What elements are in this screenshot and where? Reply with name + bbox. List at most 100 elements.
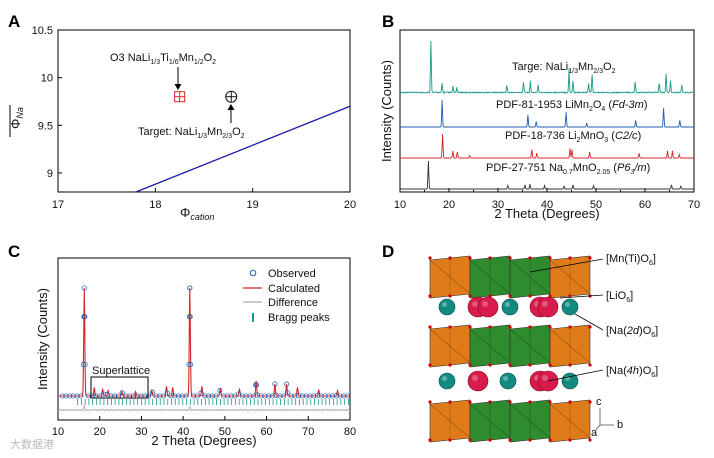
sodium-atom xyxy=(438,372,456,390)
chart-c-observed-point xyxy=(254,382,260,388)
chart-c-legend: Observed Calculated Difference Bragg pea… xyxy=(243,268,330,324)
chart-a-trend-line xyxy=(135,105,351,193)
oxygen-atom xyxy=(588,400,592,404)
chart-c-observed-point xyxy=(243,393,249,399)
chart-c-observed-point xyxy=(337,393,343,399)
chart-c-observed-point xyxy=(194,393,200,399)
chart-c-observed-point xyxy=(318,393,324,399)
oxygen-atom xyxy=(468,438,472,442)
oxygen-atom xyxy=(488,325,492,329)
chart-a-ylabel: ΦNa xyxy=(8,105,25,137)
oxygen-atom xyxy=(528,400,532,404)
chart-c-observed-point xyxy=(284,389,290,396)
chart-a-arrowhead-o3 xyxy=(174,84,182,90)
chart-c-observed-point xyxy=(119,390,125,396)
chart-c-observed-point xyxy=(179,393,185,399)
chart-c-observed-point xyxy=(228,393,234,399)
chart-c-observed-point xyxy=(341,393,347,399)
watermark: 大数据港 xyxy=(10,437,54,451)
chart-c-observed-point xyxy=(307,393,313,399)
legend-observed-label: Observed xyxy=(268,268,316,280)
legend-observed-marker xyxy=(249,269,257,277)
chart-c-observed-point xyxy=(188,362,194,368)
chart-c-observed-point xyxy=(74,393,80,399)
chart-a: 17 18 19 20 9 9.5 10 10.5 O3 NaLi1/3Ti1/6Mn1/2O… xyxy=(8,25,356,222)
chart-c-observed-point xyxy=(311,393,317,399)
chart-c-observed-point xyxy=(160,393,167,399)
oxygen-atom xyxy=(508,363,512,367)
chart-b: 10 20 30 40 50 60 70 Targe: NaLi1/3Mn2/3O2 PDF… xyxy=(379,29,700,221)
sodium-atom xyxy=(499,372,517,390)
chart-a-xtick-label: 18 xyxy=(149,199,161,211)
oxygen-atom xyxy=(528,325,532,329)
chart-b-xtick-label: 30 xyxy=(492,199,504,211)
sodium-site-atom xyxy=(467,370,489,392)
chart-c-xlabel: 2 Theta (Degrees) xyxy=(151,433,256,448)
structure-labels: [Mn(Ti)O6] [LiO6] [Na(2d)O6] [Na(4h)O6] xyxy=(529,253,658,382)
chart-c-observed-point xyxy=(292,393,298,399)
chart-c-observed-point xyxy=(314,393,321,399)
chart-b-series-3 xyxy=(400,160,694,190)
chart-c-observed-point xyxy=(59,393,65,399)
chart-c-observed-point xyxy=(172,393,178,399)
chart-c-observed-point xyxy=(299,393,305,399)
chart-c-observed-point xyxy=(277,393,283,399)
oxygen-atom xyxy=(428,294,432,298)
chart-a-ytick-label: 10.5 xyxy=(32,25,53,37)
chart-c-observed-point xyxy=(191,393,197,399)
sodium-site-atom xyxy=(477,296,499,318)
oxygen-atom xyxy=(548,400,552,404)
oxygen-atom xyxy=(448,325,452,329)
oxygen-atom xyxy=(448,294,452,298)
label-lio6: [LiO6] xyxy=(606,290,633,304)
chart-c-observed-point xyxy=(186,362,192,368)
oxygen-atom xyxy=(468,256,472,260)
oxygen-atom xyxy=(548,363,552,367)
chart-b-xtick-label: 50 xyxy=(590,199,602,211)
chart-c-observed-point xyxy=(251,393,257,399)
chart-c-observed-point xyxy=(254,392,260,398)
oxygen-atom xyxy=(448,256,452,260)
chart-a-annotation-o3: O3 NaLi1/3Ti1/6Mn1/2O2 xyxy=(110,52,216,66)
chart-b-label-limn2o4: PDF-81-1953 LiMn2O4 (Fd-3m) xyxy=(496,99,648,113)
chart-c-observed-point xyxy=(63,393,69,399)
chart-c-observed-point xyxy=(333,393,339,399)
chart-c-xtick-label: 60 xyxy=(260,426,272,438)
chart-a-ytick-label: 10 xyxy=(41,73,53,85)
oxygen-atom xyxy=(448,438,452,442)
chart-c-observed-point xyxy=(273,392,279,398)
oxygen-atom xyxy=(568,400,572,404)
oxygen-atom xyxy=(568,256,572,260)
oxygen-atom xyxy=(448,400,452,404)
chart-c-calculated-line xyxy=(58,287,350,397)
chart-c-observed-point xyxy=(176,393,182,399)
panel-label-a: A xyxy=(8,12,20,31)
chart-a-point-o3 xyxy=(174,91,186,103)
chart-c-observed-point xyxy=(70,393,76,399)
chart-c-difference-line xyxy=(57,405,351,412)
oxygen-atom xyxy=(528,294,532,298)
oxygen-atom xyxy=(508,256,512,260)
chart-c-xtick-label: 10 xyxy=(52,426,64,438)
panel-label-c: C xyxy=(8,242,20,261)
sodium-site-atom xyxy=(537,296,559,318)
chart-a-xtick-label: 19 xyxy=(247,199,259,211)
chart-c-observed-point xyxy=(82,362,88,368)
chart-c-observed-point xyxy=(303,393,309,399)
chart-b-label-target: Targe: NaLi1/3Mn2/3O2 xyxy=(512,61,616,75)
sodium-atom xyxy=(438,298,456,316)
oxygen-atom xyxy=(568,294,572,298)
sodium-atom xyxy=(501,298,519,316)
chart-c-observed-point xyxy=(344,393,351,399)
oxygen-atom xyxy=(508,325,512,329)
chart-b-series-0 xyxy=(399,40,695,94)
chart-c-observed-point xyxy=(78,393,84,399)
chart-a-xtick-label: 17 xyxy=(52,199,64,211)
chart-a-ytick-label: 9 xyxy=(47,168,53,180)
oxygen-atom xyxy=(548,325,552,329)
chart-c-xtick-label: 50 xyxy=(219,426,231,438)
chart-a-xtick-label: 20 xyxy=(344,199,356,211)
axis-c-label: c xyxy=(596,396,602,408)
chart-a-point-target xyxy=(225,90,238,103)
oxygen-atom xyxy=(588,325,592,329)
